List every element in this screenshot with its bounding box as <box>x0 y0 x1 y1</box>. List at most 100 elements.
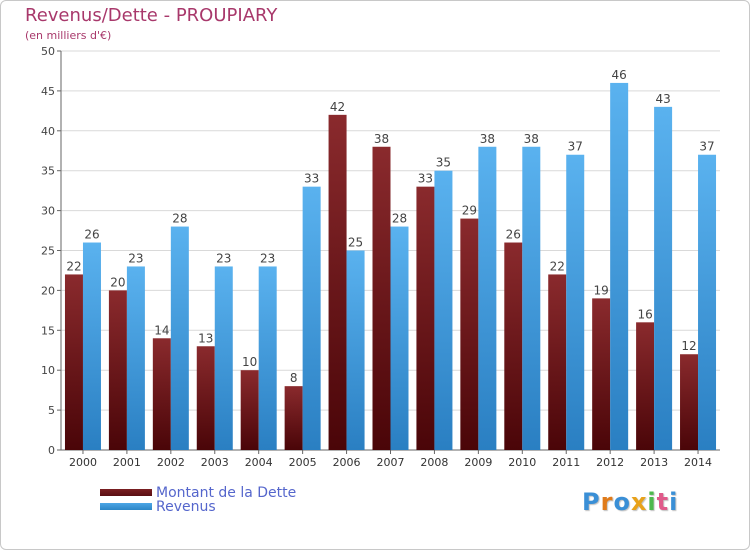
data-label-dette: 16 <box>637 307 652 321</box>
bar-revenus <box>522 146 541 450</box>
data-label-dette: 12 <box>681 339 696 353</box>
bar-revenus <box>126 266 145 450</box>
y-tick-label: 35 <box>41 165 55 178</box>
bar-revenus <box>478 146 497 450</box>
proxiti-logo: Proxiti <box>582 488 678 516</box>
bar-dette <box>196 346 215 450</box>
data-label-revenus: 46 <box>612 68 627 82</box>
data-label-dette: 20 <box>110 275 125 289</box>
data-label-revenus: 37 <box>699 140 714 154</box>
data-label-revenus: 35 <box>436 156 451 170</box>
legend-swatch-dette <box>100 489 152 496</box>
y-tick-label: 25 <box>41 245 55 258</box>
legend-swatch-revenus <box>100 503 152 510</box>
x-tick-label: 2012 <box>596 456 624 469</box>
y-tick-label: 30 <box>41 205 55 218</box>
logo-letter: x <box>630 488 648 516</box>
data-label-dette: 38 <box>374 132 389 146</box>
y-tick-label: 20 <box>41 284 55 297</box>
x-tick-label: 2010 <box>508 456 536 469</box>
x-tick-label: 2000 <box>69 456 97 469</box>
bar-revenus <box>390 226 409 450</box>
bar-dette <box>416 186 435 450</box>
x-tick-label: 2005 <box>289 456 317 469</box>
y-tick-label: 5 <box>48 404 55 417</box>
data-label-dette: 26 <box>506 228 521 242</box>
x-tick-label: 2009 <box>464 456 492 469</box>
x-tick-label: 2007 <box>377 456 405 469</box>
bar-revenus <box>302 186 321 450</box>
chart-subtitle: (en milliers d'€) <box>25 29 112 42</box>
x-tick-label: 2011 <box>552 456 580 469</box>
x-tick-label: 2001 <box>113 456 141 469</box>
y-tick-label: 40 <box>41 125 55 138</box>
logo-letter: r <box>600 488 614 516</box>
y-tick-label: 50 <box>41 45 55 58</box>
bar-dette <box>284 386 303 450</box>
y-tick-label: 0 <box>48 444 55 457</box>
logo-letter: P <box>582 488 601 516</box>
bar-dette <box>460 218 479 450</box>
data-label-dette: 19 <box>594 283 609 297</box>
bar-revenus <box>698 154 717 451</box>
bar-revenus <box>214 266 233 450</box>
bar-dette <box>372 146 391 450</box>
bar-revenus <box>434 170 453 450</box>
x-tick-label: 2013 <box>640 456 668 469</box>
bar-dette <box>680 354 699 450</box>
x-tick-label: 2003 <box>201 456 229 469</box>
x-tick-label: 2002 <box>157 456 185 469</box>
data-label-revenus: 23 <box>216 251 231 265</box>
bar-revenus <box>566 154 585 451</box>
data-label-dette: 13 <box>198 331 213 345</box>
bar-dette <box>152 338 171 450</box>
data-label-dette: 14 <box>154 323 169 337</box>
data-label-dette: 22 <box>66 259 81 273</box>
data-label-revenus: 26 <box>84 228 99 242</box>
data-label-dette: 42 <box>330 100 345 114</box>
data-label-dette: 10 <box>242 355 257 369</box>
data-label-revenus: 28 <box>392 212 407 226</box>
bar-dette <box>504 242 523 450</box>
y-tick-label: 15 <box>41 324 55 337</box>
data-label-revenus: 23 <box>128 251 143 265</box>
chart-title: Revenus/Dette - PROUPIARY <box>25 5 278 26</box>
bar-dette <box>548 274 567 450</box>
data-label-revenus: 23 <box>260 251 275 265</box>
bar-revenus <box>82 242 101 450</box>
bar-dette <box>636 322 655 450</box>
data-label-revenus: 37 <box>568 140 583 154</box>
logo-letter: i <box>647 488 657 516</box>
x-tick-label: 2008 <box>420 456 448 469</box>
data-label-dette: 33 <box>418 172 433 186</box>
bar-revenus <box>610 82 629 451</box>
bar-dette <box>108 290 127 450</box>
data-label-dette: 29 <box>462 204 477 218</box>
data-label-dette: 22 <box>550 259 565 273</box>
data-label-revenus: 38 <box>480 132 495 146</box>
data-label-revenus: 25 <box>348 236 363 250</box>
x-tick-label: 2014 <box>684 456 712 469</box>
y-tick-label: 45 <box>41 85 55 98</box>
bar-dette <box>64 274 83 450</box>
x-tick-label: 2004 <box>245 456 273 469</box>
bar-revenus <box>170 226 189 450</box>
bar-dette <box>592 298 611 450</box>
logo-letter: o <box>613 488 631 516</box>
y-tick-label: 10 <box>41 364 55 377</box>
bar-revenus <box>654 106 673 451</box>
bar-revenus <box>346 250 365 450</box>
logo-letter: i <box>669 488 679 516</box>
bar-dette <box>240 370 259 450</box>
x-tick-label: 2006 <box>333 456 361 469</box>
data-label-revenus: 33 <box>304 172 319 186</box>
legend-label-revenus: Revenus <box>156 499 216 515</box>
legend-label-dette: Montant de la Dette <box>156 485 297 501</box>
data-label-revenus: 38 <box>524 132 539 146</box>
data-label-dette: 8 <box>290 371 298 385</box>
bar-dette <box>328 114 347 450</box>
data-label-revenus: 43 <box>655 92 670 106</box>
data-label-revenus: 28 <box>172 212 187 226</box>
logo-letter: t <box>656 488 670 516</box>
